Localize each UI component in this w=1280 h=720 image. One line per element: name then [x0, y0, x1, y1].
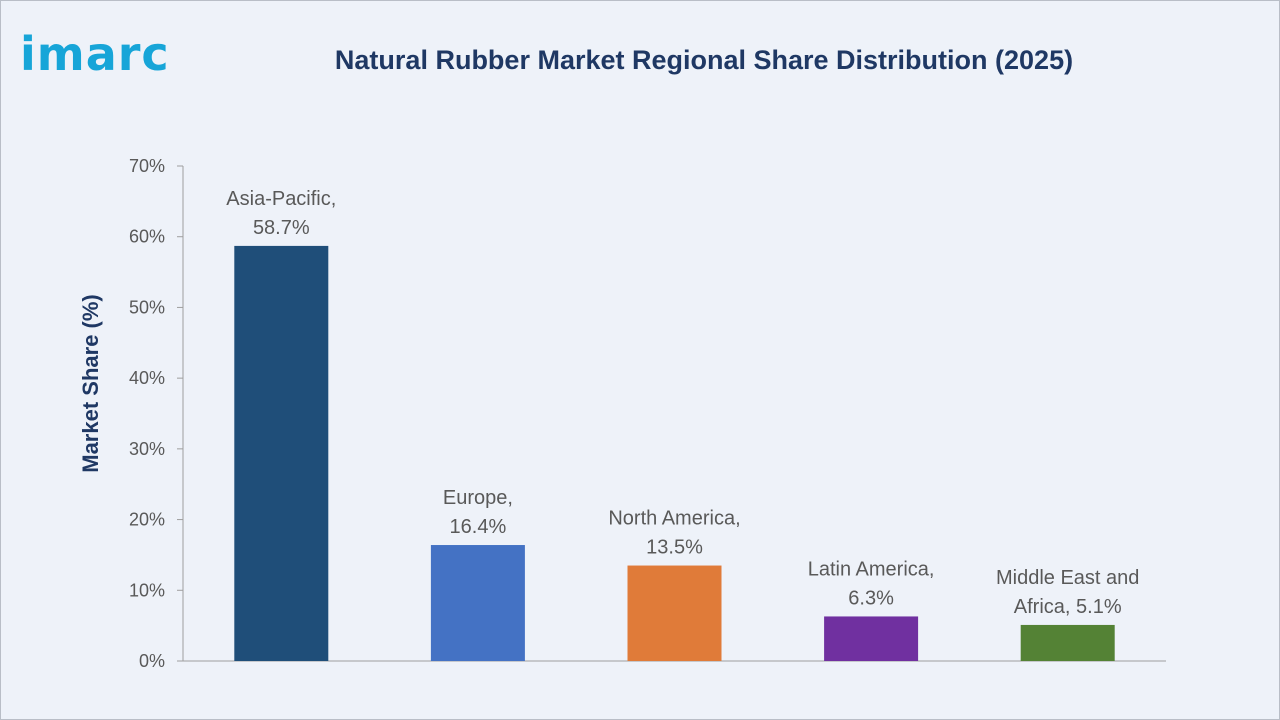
- y-tick-label: 20%: [129, 510, 165, 530]
- data-label: 6.3%: [848, 587, 894, 609]
- data-label: 16.4%: [450, 516, 507, 538]
- y-axis-title: Market Share (%): [78, 294, 103, 473]
- y-tick-label: 60%: [129, 227, 165, 247]
- imarc-logo: imarc: [20, 27, 170, 81]
- data-label: Middle East and: [996, 567, 1139, 589]
- data-label: Africa, 5.1%: [1014, 596, 1122, 618]
- y-tick-label: 30%: [129, 439, 165, 459]
- chart-title: Natural Rubber Market Regional Share Dis…: [334, 45, 1074, 75]
- y-tick-label: 10%: [129, 580, 165, 600]
- y-tick-label: 0%: [139, 651, 165, 671]
- data-label: Asia-Pacific,: [226, 188, 336, 210]
- y-tick-label: 70%: [129, 156, 165, 176]
- y-tick-label: 50%: [129, 297, 165, 317]
- bar-0: [234, 245, 329, 661]
- data-label: 13.5%: [646, 537, 703, 559]
- y-tick-label: 40%: [129, 368, 165, 388]
- data-label: 58.7%: [253, 217, 310, 239]
- data-label: Europe,: [443, 487, 513, 509]
- bar-3: [824, 616, 919, 661]
- bar-2: [627, 565, 722, 661]
- data-label: Latin America,: [808, 558, 935, 580]
- bar-4: [1020, 624, 1115, 661]
- bar-1: [430, 545, 525, 661]
- data-label: North America,: [608, 508, 740, 530]
